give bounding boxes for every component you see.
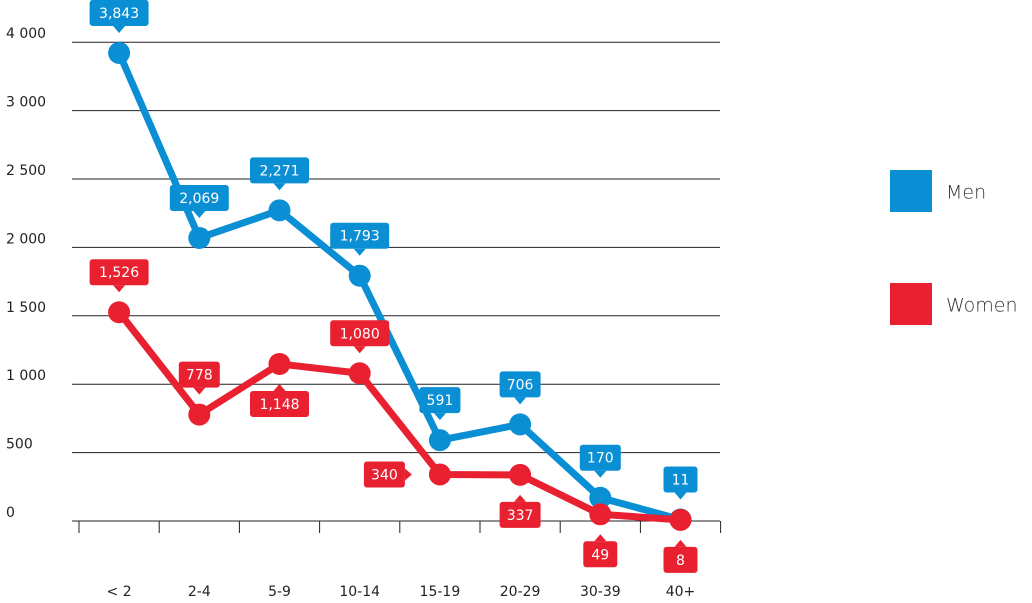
callout (419, 387, 461, 414)
point (268, 199, 291, 222)
callout (499, 371, 541, 398)
point (108, 41, 131, 64)
callout-pointer (353, 346, 366, 354)
callout-pointer (674, 539, 687, 547)
data-label: 1,148 (259, 397, 299, 413)
callout (250, 390, 309, 417)
callout-pointer (193, 387, 206, 395)
y-tick-label: 500 (6, 437, 33, 453)
callout (330, 320, 390, 347)
callout (178, 361, 220, 388)
callout (89, 259, 149, 286)
x-tick-label: 10-14 (339, 584, 380, 600)
callout (579, 444, 621, 471)
x-tick-label: < 2 (107, 584, 132, 600)
point (188, 403, 211, 426)
legend-swatch (890, 283, 932, 325)
callout-pointer (353, 248, 366, 256)
point (428, 463, 451, 486)
y-tick-label: 1 000 (6, 368, 46, 384)
point (509, 413, 532, 436)
data-label: 1,080 (340, 326, 380, 342)
point (589, 503, 612, 526)
callout-pointer (404, 468, 412, 481)
callout (330, 222, 390, 249)
data-label: 337 (507, 508, 534, 524)
data-label: 778 (186, 368, 213, 384)
data-label: 706 (507, 377, 534, 393)
point (188, 226, 211, 249)
data-label: 1,793 (340, 229, 380, 245)
data-label: 2,069 (179, 191, 219, 207)
data-label: 170 (587, 451, 614, 467)
callout-pointer (113, 25, 126, 33)
data-label: 8 (676, 553, 685, 569)
callout (583, 541, 618, 568)
x-tick-label: 40+ (666, 584, 696, 600)
x-tick-label: 15-19 (420, 584, 461, 600)
series-line (115, 51, 682, 523)
data-label: 340 (371, 467, 398, 483)
callout-pointer (594, 470, 607, 478)
callout-pointer (273, 183, 286, 191)
callout-pointer (514, 397, 527, 405)
callout (250, 157, 309, 184)
y-tick-label: 3 000 (6, 95, 46, 111)
point (509, 463, 532, 486)
data-label: 1,526 (99, 265, 139, 281)
y-tick-label: 0 (6, 505, 15, 521)
data-label: 11 (672, 472, 690, 488)
callout-pointer (594, 534, 607, 542)
point (669, 508, 692, 531)
point (428, 429, 451, 452)
callout-pointer (514, 494, 527, 502)
callout (663, 546, 698, 573)
y-tick-label: 4 000 (6, 26, 46, 42)
x-tick-label: 20-29 (500, 584, 541, 600)
point (348, 362, 371, 385)
data-label: 49 (591, 547, 609, 563)
callout (663, 466, 698, 493)
x-tick-label: 2-4 (188, 584, 211, 600)
legend-swatch (890, 170, 932, 212)
callout (169, 184, 229, 211)
data-label: 2,271 (259, 163, 299, 179)
legend-label: Men (946, 182, 986, 204)
callout-pointer (273, 383, 286, 391)
callout (363, 461, 405, 488)
x-tick-label: 5-9 (268, 584, 291, 600)
y-tick-label: 2 000 (6, 231, 46, 247)
callout (499, 501, 541, 528)
point (268, 352, 291, 375)
data-label: 3,843 (99, 6, 139, 22)
point (348, 264, 371, 287)
callout (89, 0, 149, 26)
y-tick-label: 1 500 (6, 300, 46, 316)
y-tick-label: 2 500 (6, 163, 46, 179)
legend-label: Women (946, 295, 1018, 317)
point (108, 301, 131, 324)
callout-pointer (433, 413, 446, 421)
series-line (116, 310, 681, 524)
point (589, 486, 612, 509)
callout-pointer (193, 210, 206, 218)
data-label: 591 (427, 393, 454, 409)
callout-pointer (113, 285, 126, 293)
callout-pointer (674, 492, 687, 500)
x-tick-label: 30-39 (580, 584, 621, 600)
